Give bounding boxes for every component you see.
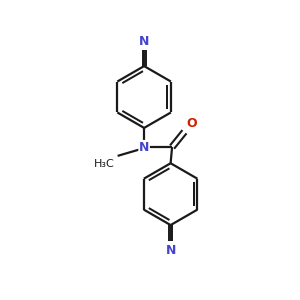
Text: H₃C: H₃C (94, 159, 115, 169)
Text: N: N (139, 34, 149, 47)
Text: N: N (165, 244, 176, 256)
Text: N: N (139, 141, 149, 154)
Text: O: O (186, 117, 197, 130)
